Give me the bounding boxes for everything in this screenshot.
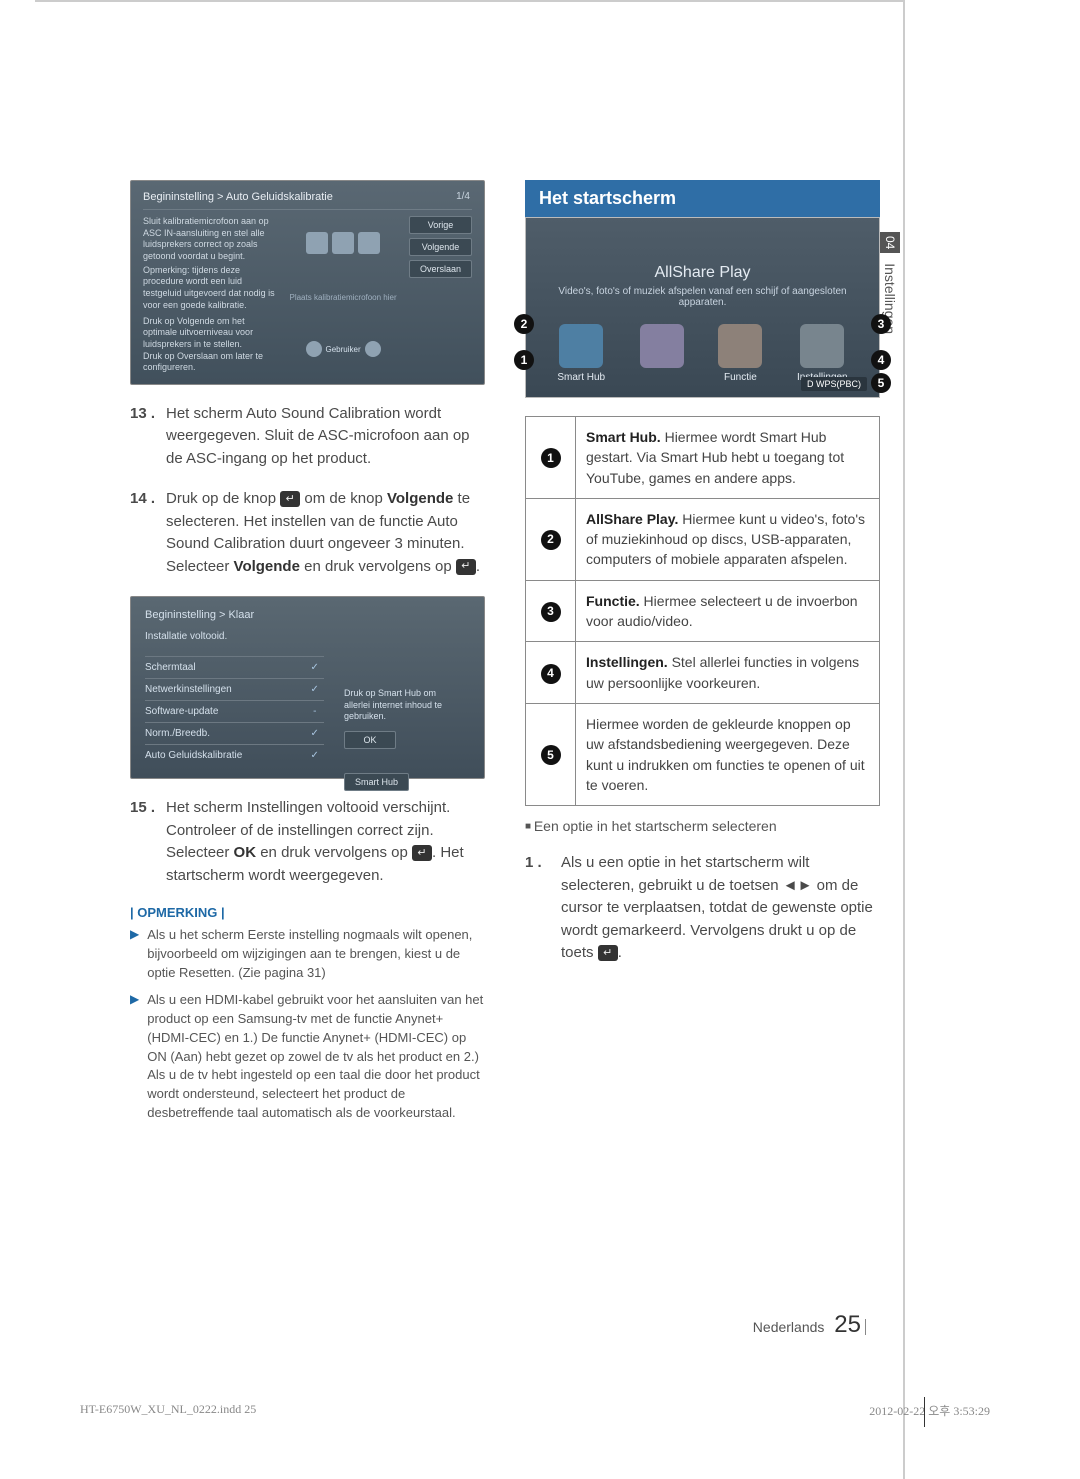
triangle-icon: ▶ <box>130 926 139 983</box>
summary-row: Schermtaal✓ <box>145 656 324 678</box>
tile-allshare[interactable] <box>640 324 684 383</box>
step-1-select: 1 . Als u een optie in het startscherm w… <box>525 852 880 965</box>
page-footer: Nederlands 25 <box>753 1311 870 1339</box>
table-row: 4 Instellingen. Stel allerlei functies i… <box>526 642 880 704</box>
summary-row: Auto Geluidskalibratie✓ <box>145 744 324 766</box>
enter-icon <box>456 559 476 575</box>
page-indicator: 1/4 <box>456 191 470 202</box>
tile-settings[interactable]: Instellingen <box>797 324 848 383</box>
speaker-layout-icon: Plaats kalibratiemicrofoon hier Gebruike… <box>287 216 399 374</box>
enter-icon <box>598 945 618 961</box>
note-item: ▶ Als u het scherm Eerste instelling nog… <box>130 926 485 983</box>
table-row: 2 AllShare Play. Hiermee kunt u video's,… <box>526 498 880 580</box>
ok-button[interactable]: OK <box>344 731 396 749</box>
summary-right: Druk op Smart Hub om allerlei internet i… <box>344 688 464 791</box>
step-13: 13 . Het scherm Auto Sound Calibration w… <box>130 403 485 471</box>
d-color-button[interactable]: D WPS(PBC) <box>801 377 867 391</box>
home-screen-diagram: 1 2 3 4 5 AllShare Play Video's, foto's … <box>525 217 880 398</box>
callout-2: 2 <box>514 314 534 334</box>
step-14: 14 . Druk op de knop om de knop Volgende… <box>130 488 485 578</box>
tile-smarthub[interactable]: Smart Hub <box>557 324 605 383</box>
triangle-icon: ▶ <box>130 991 139 1123</box>
home-title: AllShare Play <box>540 264 865 282</box>
skip-button[interactable]: Overslaan <box>409 260 472 278</box>
chapter-number: 04 <box>880 232 900 253</box>
smarthub-button[interactable]: Smart Hub <box>344 773 409 791</box>
summary-screenshot: Begininstelling > Klaar Installatie volt… <box>130 596 485 779</box>
function-icon <box>718 324 762 368</box>
step-15: 15 . Het scherm Instellingen voltooid ve… <box>130 797 485 887</box>
wizard-description: Sluit kalibratiemicrofoon aan op ASC IN-… <box>143 216 277 374</box>
enter-icon <box>280 491 300 507</box>
callout-5: 5 <box>871 373 891 393</box>
next-button[interactable]: Volgende <box>409 238 472 256</box>
prev-button[interactable]: Vorige <box>409 216 472 234</box>
table-row: 1 Smart Hub. Hiermee wordt Smart Hub ges… <box>526 417 880 499</box>
callout-1: 1 <box>514 350 534 370</box>
table-row: 3 Functie. Hiermee selecteert u de invoe… <box>526 580 880 642</box>
summary-row: Norm./Breedb.✓ <box>145 722 324 744</box>
sub-heading: Een optie in het startscherm selecteren <box>525 818 880 834</box>
print-metadata: HT-E6750W_XU_NL_0222.indd 25 2012-02-22 … <box>80 1402 990 1419</box>
gear-icon <box>800 324 844 368</box>
section-title: Het startscherm <box>525 180 880 217</box>
note-item: ▶ Als u een HDMI-kabel gebruikt voor het… <box>130 991 485 1123</box>
note-header: | OPMERKING | <box>130 905 485 920</box>
summary-row: Netwerkinstellingen✓ <box>145 678 324 700</box>
play-icon <box>640 324 684 368</box>
home-subtitle: Video's, foto's of muziek afspelen vanaf… <box>540 286 865 308</box>
enter-icon <box>412 845 432 861</box>
smarthub-icon <box>559 324 603 368</box>
callout-3: 3 <box>871 314 891 334</box>
breadcrumb: Begininstelling > Auto Geluidskalibratie <box>143 191 472 203</box>
asc-wizard-screenshot: Begininstelling > Auto Geluidskalibratie… <box>130 180 485 385</box>
tile-function[interactable]: Functie <box>718 324 762 383</box>
callout-4: 4 <box>871 350 891 370</box>
breadcrumb: Begininstelling > Klaar <box>145 609 470 621</box>
wizard-button-stack: Vorige Volgende Overslaan <box>409 216 472 374</box>
table-row: 5 Hiermee worden de gekleurde knoppen op… <box>526 703 880 805</box>
summary-row: Software-update- <box>145 700 324 722</box>
legend-table: 1 Smart Hub. Hiermee wordt Smart Hub ges… <box>525 416 880 806</box>
